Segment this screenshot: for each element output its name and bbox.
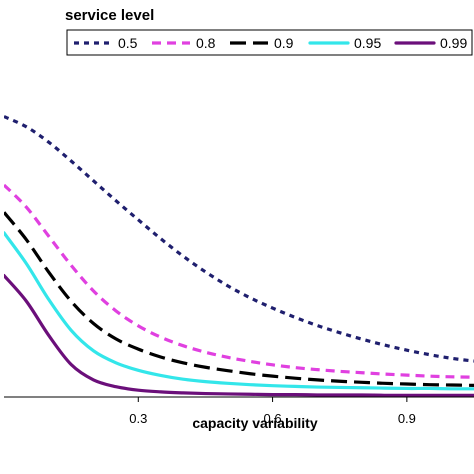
series-line-0-95 — [4, 231, 474, 391]
legend-label-0-9: 0.9 — [274, 35, 294, 51]
x-tick-label: 0.9 — [398, 411, 416, 426]
legend-title: service level — [65, 7, 154, 24]
legend: 0.5 0.8 0.9 0.95 0.99 — [66, 29, 473, 56]
series-line-0-9 — [4, 211, 474, 387]
series-line-0-99 — [4, 273, 474, 397]
x-axis: 0.3 0.6 0.9 — [4, 396, 474, 426]
legend-label-0-99: 0.99 — [440, 35, 467, 51]
legend-label-0-8: 0.8 — [196, 35, 216, 51]
legend-label-0-95: 0.95 — [354, 35, 381, 51]
series-line-0-8 — [4, 183, 474, 379]
x-tick-label: 0.3 — [129, 411, 147, 426]
legend-label-0-5: 0.5 — [118, 35, 138, 51]
series-line-0-5 — [4, 115, 474, 363]
series-layer — [4, 115, 474, 397]
x-tick-label: 0.6 — [264, 411, 282, 426]
x-axis-title: capacity variability — [192, 415, 318, 431]
